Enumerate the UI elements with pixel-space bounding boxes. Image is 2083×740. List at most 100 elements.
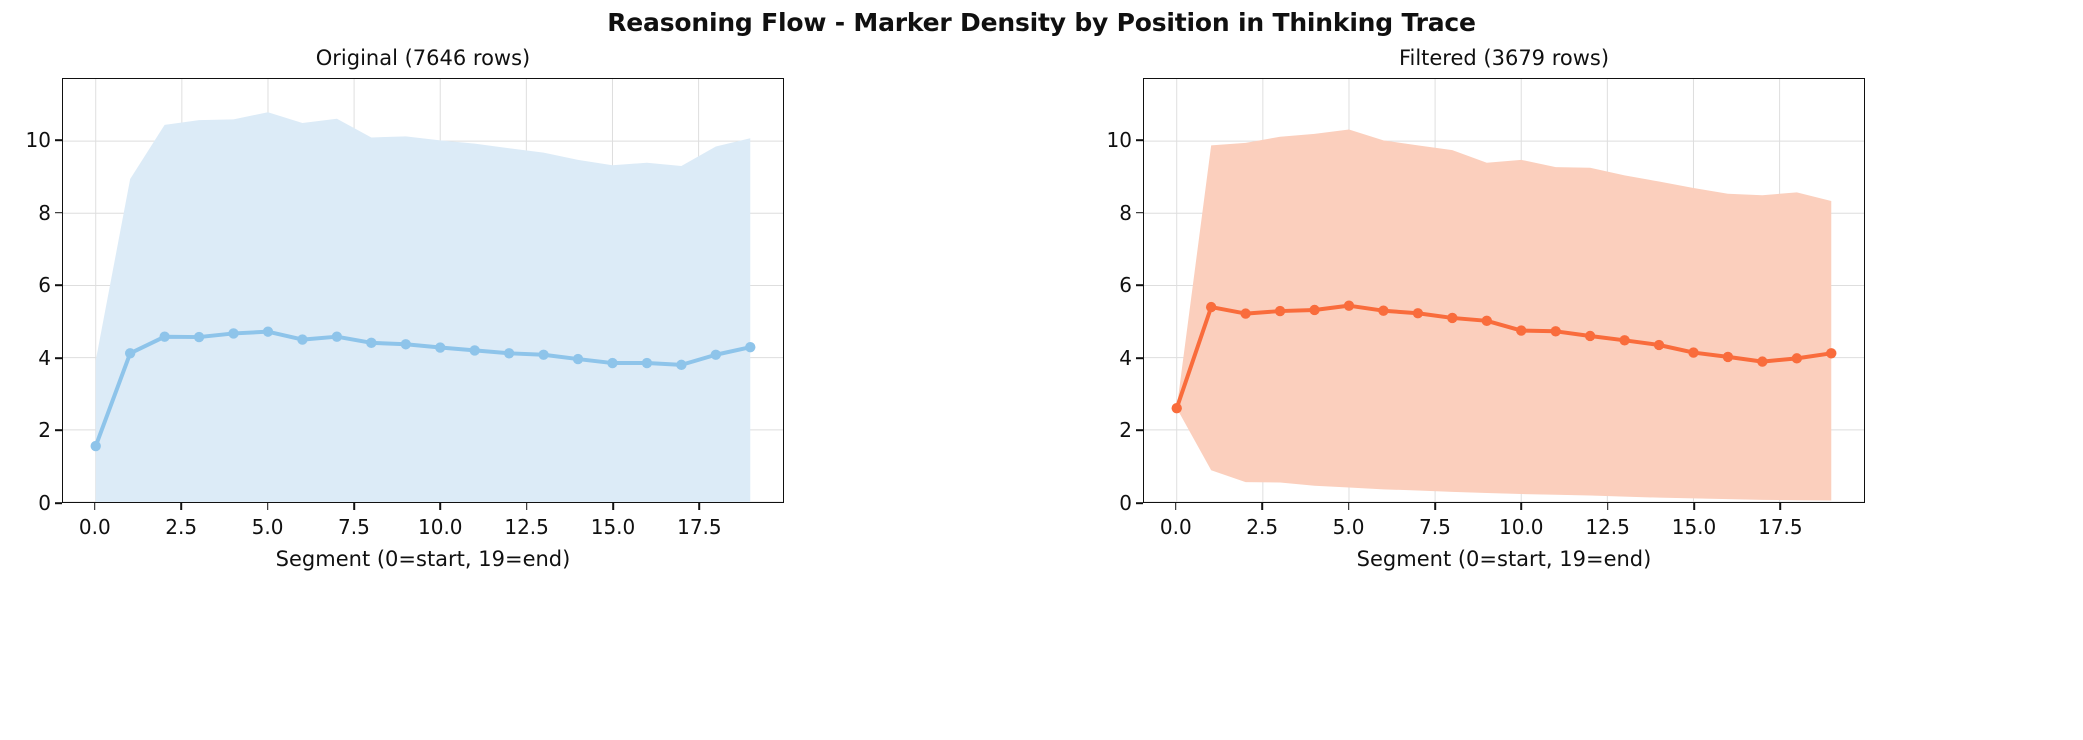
x-tick-mark [1434,503,1436,510]
x-tick-label: 12.5 [504,515,549,539]
x-tick-mark [525,503,528,510]
data-point [297,334,308,345]
y-tick-mark [1136,502,1143,504]
data-point [607,357,618,369]
data-point [538,349,549,360]
x-tick-label: 15.0 [590,515,636,539]
x-tick-mark [698,503,701,510]
data-line [93,329,753,449]
data-point [1205,301,1217,313]
x-tick-mark [94,503,96,510]
subplot-filtered: Filtered (3679 rows) Marker Density (%) … [1107,46,1865,571]
y-tick-mark [1136,284,1143,287]
x-tick-mark [1693,503,1695,510]
x-tick-mark [1606,503,1609,510]
subplot-title-filtered: Filtered (3679 rows) [1398,46,1610,70]
data-point [1619,335,1630,346]
x-tick-label: 12.5 [1585,515,1630,539]
data-point [1412,308,1424,319]
subplot-title-original: Original (7646 rows) [315,46,531,70]
y-tick-mark [55,357,62,359]
y-tick-mark [55,139,62,142]
confidence-band [95,112,751,502]
plot-svg-filtered [1144,79,1864,502]
y-tick-mark [55,284,62,287]
data-point [159,331,170,342]
data-point [572,353,584,365]
x-tick-mark [439,503,442,510]
x-tick-label: 7.5 [338,515,370,539]
figure-suptitle: Reasoning Flow - Marker Density by Posit… [607,8,1476,37]
plot-area-filtered [1143,78,1865,503]
data-point [1550,326,1561,337]
x-tick-label: 0.0 [1159,515,1192,539]
data-point [1447,312,1458,324]
y-tick-label: 0 [1119,491,1132,515]
x-tick-label: 17.5 [1758,515,1803,539]
data-point [641,357,653,369]
confidence-band [1176,129,1832,501]
data-point [1688,347,1699,358]
data-point [400,339,411,350]
x-tick-mark [1779,503,1782,510]
y-tick-label: 8 [38,200,51,225]
x-axis-label-left: Segment (0=start, 19=end) [275,547,571,571]
data-point [262,326,274,337]
y-tick-label: 10 [1106,128,1132,153]
data-point [710,349,722,360]
x-tick-label: 5.0 [251,515,284,539]
data-point [366,337,377,349]
data-markers [1171,300,1837,414]
data-point [124,348,136,359]
x-tick-mark [1520,503,1523,510]
data-point [503,348,515,359]
x-tick-label: 10.0 [418,515,463,539]
data-point [1826,348,1837,359]
y-tick-mark [55,212,62,214]
x-tick-mark [1175,503,1177,510]
data-point [1722,351,1734,363]
data-point [90,440,101,452]
data-point [1653,339,1665,351]
data-point [1791,353,1803,364]
data-point [435,342,446,353]
x-tick-mark [1347,503,1350,510]
data-point [1240,308,1251,319]
x-tick-label: 10.0 [1499,515,1544,539]
data-point [676,359,687,371]
x-tick-label: 2.5 [165,515,198,539]
y-tick-label: 10 [25,128,51,153]
x-tick-mark [612,503,614,510]
y-tick-label: 6 [38,273,51,298]
x-tick-label: 0.0 [78,515,111,539]
y-tick-label: 4 [1119,345,1132,370]
x-axis-label-right: Segment (0=start, 19=end) [1356,547,1652,571]
y-tick-label: 2 [38,418,51,443]
y-tick-mark [1136,429,1143,432]
data-point [1309,304,1320,316]
data-point [1378,305,1389,316]
plot-area-original [62,78,784,503]
x-tick-label: 17.5 [677,515,722,539]
y-tick-label: 4 [38,345,51,370]
data-point [1171,402,1182,414]
data-point [1274,305,1286,317]
y-tick-label: 8 [1119,200,1132,225]
data-point [469,345,480,356]
data-point [331,331,343,342]
y-tick-mark [55,502,62,504]
x-tick-label: 15.0 [1671,515,1717,539]
x-tick-label: 7.5 [1419,515,1451,539]
x-tick-label: 5.0 [1332,515,1365,539]
data-point [1757,356,1768,367]
y-tick-label: 6 [1119,273,1132,298]
x-tick-label: 2.5 [1246,515,1279,539]
y-tick-mark [55,429,62,432]
x-tick-mark [1261,503,1263,510]
data-markers [90,326,756,452]
data-point [1481,315,1492,326]
y-tick-mark [1136,139,1143,142]
x-tick-mark [353,503,355,510]
y-tick-label: 2 [1119,418,1132,443]
subplot-original: Original (7646 rows) Marker Density (%) … [26,46,784,571]
